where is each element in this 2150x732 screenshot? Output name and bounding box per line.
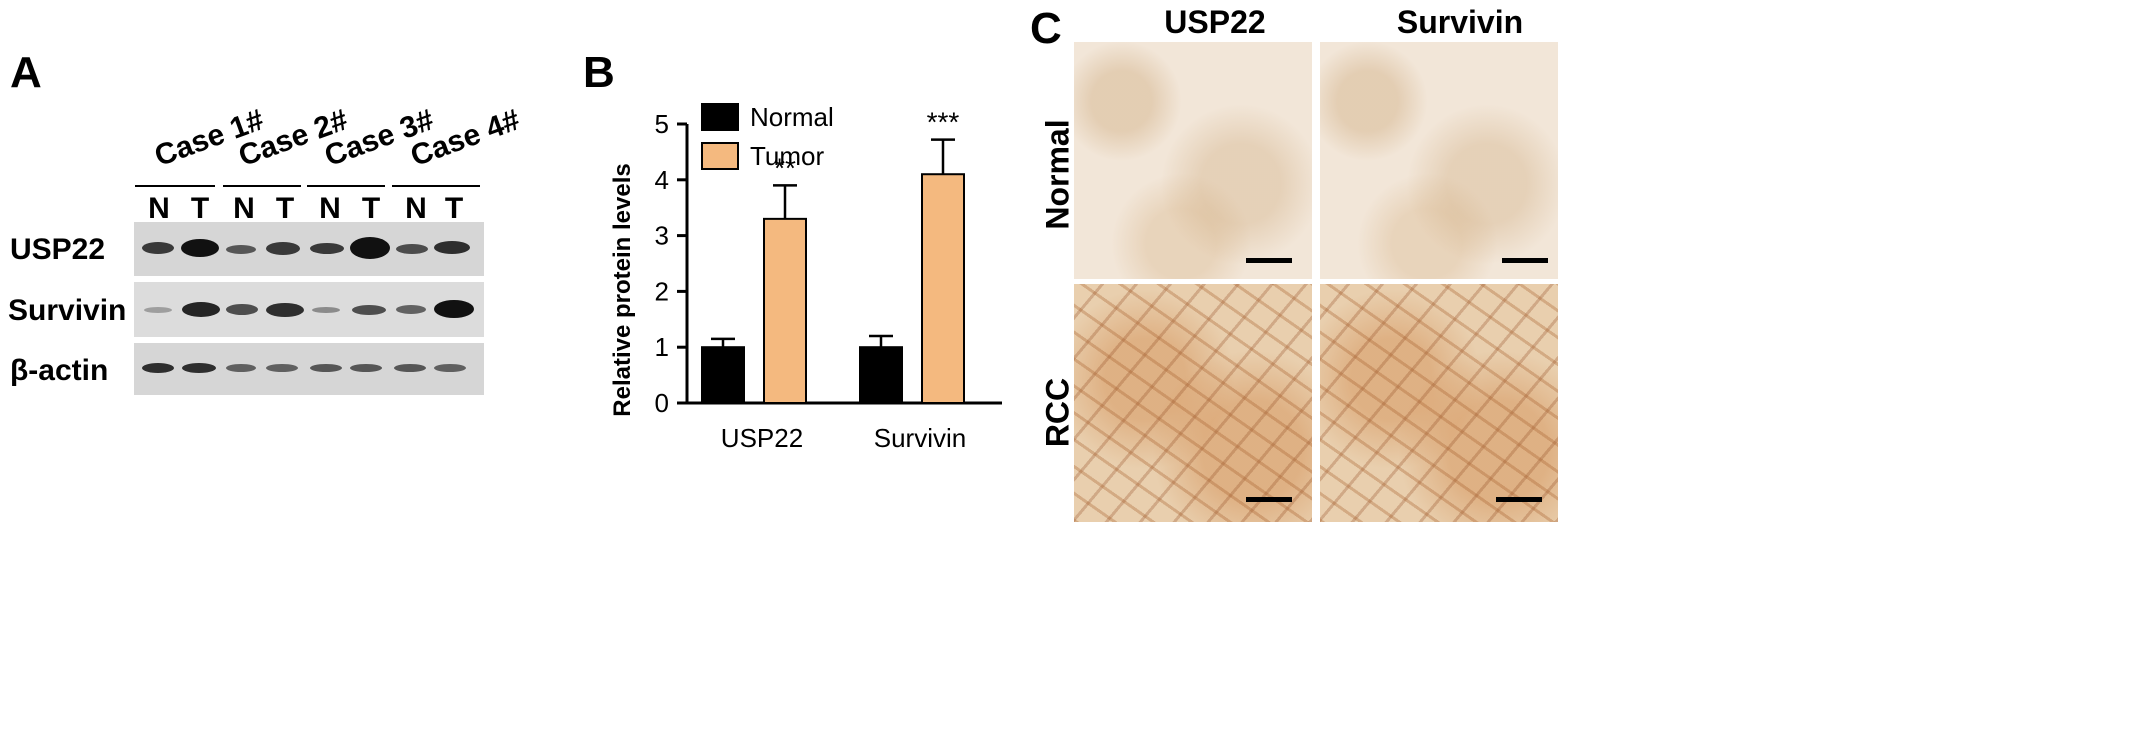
- band: [396, 305, 426, 314]
- legend-label-normal: Normal: [750, 102, 834, 132]
- band: [350, 237, 390, 259]
- panel-a-letter: A: [10, 48, 42, 97]
- ihc-image-rcc-survivin: [1320, 284, 1558, 522]
- legend-swatch-normal: [701, 103, 739, 131]
- panel-b-letter: B: [583, 48, 615, 97]
- band: [142, 363, 174, 373]
- scale-bar: [1502, 258, 1548, 263]
- lane-label-8: T: [444, 192, 464, 225]
- band: [396, 244, 428, 254]
- y-tick-label: 0: [655, 388, 669, 418]
- lane-label-7: N: [405, 192, 427, 225]
- ihc-image-normal-survivin: [1320, 42, 1558, 279]
- ihc-row-label-rcc: RCC: [1039, 377, 1076, 448]
- significance-label: ***: [927, 107, 960, 138]
- legend-label-tumor: Tumor: [750, 141, 824, 171]
- ihc-row-label-normal: Normal: [1039, 119, 1076, 230]
- band: [350, 364, 382, 372]
- y-tick-label: 2: [655, 276, 669, 306]
- band: [310, 364, 342, 372]
- bar-tumor-usp22: [763, 217, 807, 404]
- band: [312, 307, 340, 313]
- y-tick-label: 1: [655, 332, 669, 362]
- band: [394, 364, 426, 372]
- blot-label-survivin: Survivin: [8, 294, 127, 327]
- bar-normal-usp22: [701, 346, 745, 405]
- lane-label-3: N: [233, 192, 255, 225]
- x-category-label: USP22: [721, 423, 803, 453]
- band: [434, 364, 466, 372]
- lane-label-4: T: [275, 192, 295, 225]
- blot-beta-actin: [134, 343, 484, 395]
- x-category-label: Survivin: [874, 423, 966, 453]
- band: [266, 242, 300, 255]
- band: [266, 303, 304, 317]
- band: [144, 307, 172, 313]
- band: [226, 245, 256, 254]
- case-divider-4: [392, 185, 480, 187]
- lane-label-5: N: [319, 192, 341, 225]
- y-axis-label: Relative protein levels: [609, 163, 636, 416]
- case-divider-1: [135, 185, 215, 187]
- significance-label: **: [774, 152, 796, 183]
- band: [226, 304, 258, 315]
- ihc-image-rcc-usp22: [1074, 284, 1312, 522]
- band: [352, 305, 386, 315]
- band: [434, 300, 474, 318]
- ihc-image-normal-usp22: [1074, 42, 1312, 279]
- band: [182, 363, 216, 373]
- band: [310, 243, 344, 254]
- bar-chart: Relative protein levels 0 1 2 3 4 5 USP22 ** Su…: [609, 102, 1002, 453]
- scale-bar: [1496, 497, 1542, 502]
- blot-survivin: [134, 282, 484, 337]
- band: [434, 241, 470, 254]
- ihc-column-header-usp22: USP22: [1164, 4, 1266, 40]
- band: [181, 239, 219, 257]
- panel-c-letter: C: [1030, 4, 1062, 53]
- blot-usp22: [134, 222, 484, 276]
- band: [226, 364, 256, 372]
- band: [266, 364, 298, 372]
- lane-label-6: T: [361, 192, 381, 225]
- blot-label-beta-actin: β-actin: [10, 354, 109, 387]
- case-divider-3: [307, 185, 385, 187]
- band: [142, 242, 174, 254]
- lane-label-1: N: [148, 192, 170, 225]
- y-tick-label: 5: [655, 109, 669, 139]
- y-tick-label: 4: [655, 165, 669, 195]
- case-divider-2: [223, 185, 301, 187]
- blot-label-usp22: USP22: [10, 233, 106, 266]
- bar-normal-survivin: [859, 346, 903, 405]
- scale-bar: [1246, 497, 1292, 502]
- scale-bar: [1246, 258, 1292, 263]
- ihc-column-header-survivin: Survivin: [1396, 4, 1524, 40]
- y-tick-label: 3: [655, 221, 669, 251]
- band: [182, 302, 220, 317]
- bar-tumor-survivin: [921, 173, 965, 404]
- lane-label-2: T: [190, 192, 210, 225]
- legend-swatch-tumor: [701, 142, 739, 170]
